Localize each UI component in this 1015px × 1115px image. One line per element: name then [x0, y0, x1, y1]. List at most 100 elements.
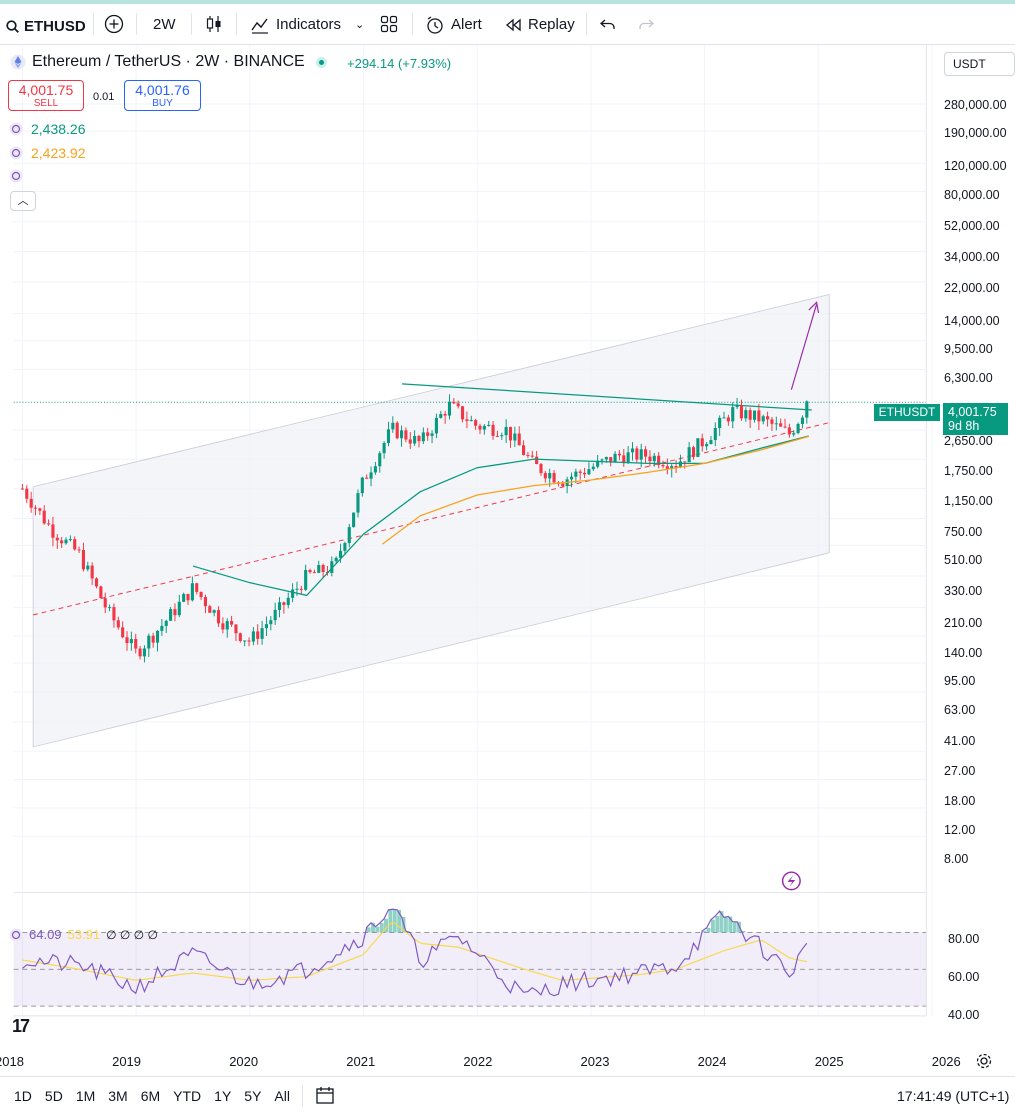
- candle-body: [129, 639, 133, 644]
- time-axis-label: 2023: [580, 1054, 610, 1069]
- candle-series: [20, 394, 809, 663]
- candle-body: [504, 426, 508, 436]
- symbol-search[interactable]: ETHUSD: [6, 18, 86, 35]
- candle-body: [51, 524, 55, 538]
- chart-type-button[interactable]: [204, 14, 224, 39]
- undo-button[interactable]: [600, 17, 616, 36]
- candle-body: [657, 455, 661, 465]
- candle-body: [766, 416, 770, 420]
- range-button-5d[interactable]: 5D: [44, 1088, 63, 1104]
- divider: [136, 13, 137, 35]
- redo-button[interactable]: [638, 17, 654, 36]
- candle-body: [718, 417, 722, 428]
- time-axis-label: 2025: [814, 1054, 844, 1069]
- candle-body: [64, 539, 68, 544]
- alert-label: Alert: [451, 16, 482, 33]
- candle-body: [77, 549, 81, 551]
- range-button-1y[interactable]: 1Y: [214, 1088, 232, 1104]
- alert-button[interactable]: Alert: [425, 4, 482, 45]
- candle-body: [613, 453, 617, 463]
- range-button-all[interactable]: All: [274, 1088, 290, 1104]
- buy-price: 4,001.76: [135, 82, 190, 98]
- indicator-legend-3[interactable]: [9, 169, 31, 183]
- price-axis-label: 140.00: [944, 645, 983, 660]
- candle-body: [330, 561, 334, 573]
- price-axis-label: 8.00: [944, 852, 969, 867]
- candle-body: [421, 432, 425, 442]
- chart-legend-title[interactable]: Ethereum / TetherUS · 2W · BINANCE: [10, 53, 305, 71]
- compare-button[interactable]: [104, 14, 124, 39]
- indicator-legend-2[interactable]: 2,423.92: [9, 145, 86, 161]
- candle-body: [203, 597, 208, 607]
- indicator-icon: [9, 146, 23, 160]
- range-button-ytd[interactable]: YTD: [173, 1088, 202, 1104]
- alarm-clock-icon: [427, 15, 443, 34]
- sell-label: SELL: [33, 98, 59, 109]
- time-axis-label: 2024: [697, 1054, 727, 1069]
- candle-body: [138, 648, 142, 657]
- price-axis-label: 120,000.00: [944, 158, 1007, 173]
- candle-body: [277, 602, 282, 610]
- price-axis-label: 27.00: [944, 764, 976, 779]
- time-axis-label: 2018: [0, 1054, 24, 1069]
- indicator-legend-1[interactable]: 2,438.26: [9, 121, 86, 137]
- range-button-5y[interactable]: 5Y: [244, 1088, 262, 1104]
- candle-body: [25, 488, 29, 499]
- candle-body: [574, 471, 578, 477]
- indicator-icon: [9, 928, 23, 941]
- clock[interactable]: 17:41:49 (UTC+1): [897, 1088, 1010, 1104]
- gear-icon: [976, 1053, 992, 1069]
- chart-canvas[interactable]: [0, 45, 940, 1045]
- candle-body: [90, 565, 94, 579]
- range-button-3m[interactable]: 3M: [108, 1088, 128, 1104]
- candle-body: [552, 472, 556, 483]
- buy-button[interactable]: 4,001.76 BUY: [124, 80, 201, 111]
- range-button-1m[interactable]: 1M: [75, 1088, 96, 1104]
- candle-body: [225, 621, 229, 630]
- interval-button[interactable]: 2W: [153, 16, 176, 33]
- candle-body: [55, 537, 59, 541]
- rsi-legend[interactable]: 64.09 53.91 ∅ ∅ ∅ ∅: [9, 927, 158, 942]
- plus-circle-icon: [104, 14, 124, 34]
- candle-body: [386, 429, 391, 444]
- divider: [236, 13, 237, 35]
- replay-button[interactable]: Replay: [504, 4, 575, 45]
- candle-body: [38, 508, 42, 511]
- rsi-axis-label: 80.00: [948, 932, 980, 946]
- candle-body: [216, 610, 221, 624]
- candle-body: [683, 461, 687, 463]
- axis-settings-button[interactable]: [976, 1053, 992, 1074]
- divider: [301, 1085, 303, 1107]
- bar-countdown: 9d 8h: [948, 419, 980, 433]
- candle-body: [312, 572, 316, 574]
- candle-body: [182, 593, 186, 602]
- spread-value: 0.01: [93, 91, 115, 103]
- currency-select[interactable]: USDT: [944, 52, 1015, 76]
- candle-body: [700, 438, 704, 447]
- last-price-value: 4,001.75: [948, 405, 997, 419]
- candle-body: [408, 439, 412, 444]
- chevron-down-icon[interactable]: ⌄: [355, 19, 365, 31]
- divider: [412, 13, 413, 35]
- candle-body: [395, 422, 399, 439]
- layout-button[interactable]: [380, 15, 398, 38]
- divider: [93, 13, 94, 35]
- price-axis-label: 330.00: [944, 583, 983, 598]
- range-button-6m[interactable]: 6M: [140, 1088, 161, 1104]
- indicators-button[interactable]: Indicators: [250, 4, 341, 45]
- bottom-toolbar: 1D 5D 1M 3M 6M YTD 1Y 5Y All 17:41:49 (UTC+1): [0, 1076, 1015, 1115]
- candle-body: [465, 419, 469, 421]
- collapse-legend-button[interactable]: ︿: [10, 191, 36, 211]
- range-button-1d[interactable]: 1D: [14, 1088, 32, 1104]
- ema-orange-line: [382, 435, 809, 545]
- rsi-axis-label: 40.00: [948, 1008, 980, 1022]
- candles-icon: [206, 16, 221, 32]
- candle-body: [338, 550, 343, 558]
- candle-body: [596, 460, 600, 467]
- candle-body: [299, 588, 303, 590]
- date-range-button[interactable]: [315, 1085, 335, 1108]
- candle-body: [230, 621, 234, 625]
- lightning-icon[interactable]: [781, 871, 801, 891]
- candle-body: [212, 610, 216, 613]
- sell-button[interactable]: 4,001.75 SELL: [8, 80, 84, 111]
